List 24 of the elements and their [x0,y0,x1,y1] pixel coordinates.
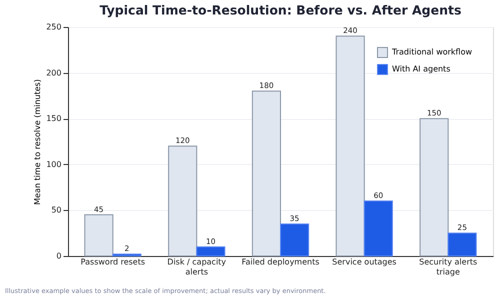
bar [196,246,226,256]
x-tick-label: Failed deployments [242,258,320,266]
x-tick-label: Disk / capacity alerts [167,258,226,276]
legend-label: With AI agents [392,64,450,74]
bar [84,214,114,256]
chart-title: Typical Time-to-Resolution: Before vs. After Agents [100,2,462,18]
x-tick-label: Service outages [332,258,396,266]
bar [420,118,449,256]
y-tick-label: 100 [46,160,62,169]
bar [336,36,365,256]
x-tick-label: Security alerts triage [419,258,478,276]
bar [448,232,477,256]
bar [280,223,310,256]
y-tick-label: 150 [46,114,62,124]
y-tick-label: 0 [56,252,62,260]
bar [252,90,281,256]
bar [364,200,393,256]
x-tick-label: Password resets [80,258,146,266]
y-tick-label: 250 [46,22,62,32]
y-tick-label: 200 [46,68,62,78]
bar [168,146,198,256]
y-tick-label: 50 [51,206,62,215]
legend-label: Traditional workflow [391,48,472,56]
y-axis-title: Mean time to resolve (minutes) [33,79,42,205]
